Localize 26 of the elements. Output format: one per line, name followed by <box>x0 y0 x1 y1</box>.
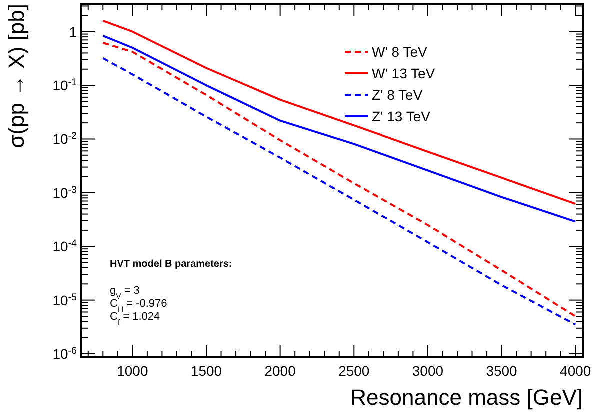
legend-label: Z' 8 TeV <box>372 87 424 103</box>
annotation: g$_{V}$ = 3 <box>110 285 140 300</box>
annotation: C$_{H}$ = -0.976 <box>110 298 168 314</box>
x-tick-label: 3500 <box>486 363 518 379</box>
x-tick-label: 1000 <box>117 363 148 379</box>
x-tick-label: 1500 <box>190 363 222 379</box>
y-tick-label: 1 <box>69 24 78 40</box>
x-tick-label: 2000 <box>264 363 296 379</box>
x-axis-title: Resonance mass [GeV] <box>350 385 583 410</box>
annotation: HVT model B parameters: <box>110 259 232 270</box>
y-tick-label: 10$^{-1}$ <box>52 77 77 94</box>
line-series <box>102 34 577 223</box>
y-tick-label: 10$^{-5}$ <box>52 292 78 308</box>
y-axis-title: σ(pp → X) [pb] <box>4 4 29 148</box>
line-series <box>102 20 577 206</box>
legend-label: W' 8 TeV <box>372 44 428 60</box>
annotation: C$_{f}$ = 1.024 <box>110 311 160 326</box>
y-tick-label: 10$^{-6}$ <box>52 346 78 362</box>
x-tick-label: 4000 <box>560 363 592 379</box>
y-tick-label: 10$^{-4}$ <box>52 238 78 255</box>
legend-label: Z' 13 TeV <box>372 108 432 124</box>
x-tick-label: 2500 <box>338 363 370 379</box>
legend-label: W' 13 TeV <box>372 66 436 82</box>
x-tick-label: 3000 <box>412 363 444 379</box>
y-tick-label: 10$^{-2}$ <box>52 130 77 148</box>
y-tick-label: 10$^{-3}$ <box>52 184 78 201</box>
